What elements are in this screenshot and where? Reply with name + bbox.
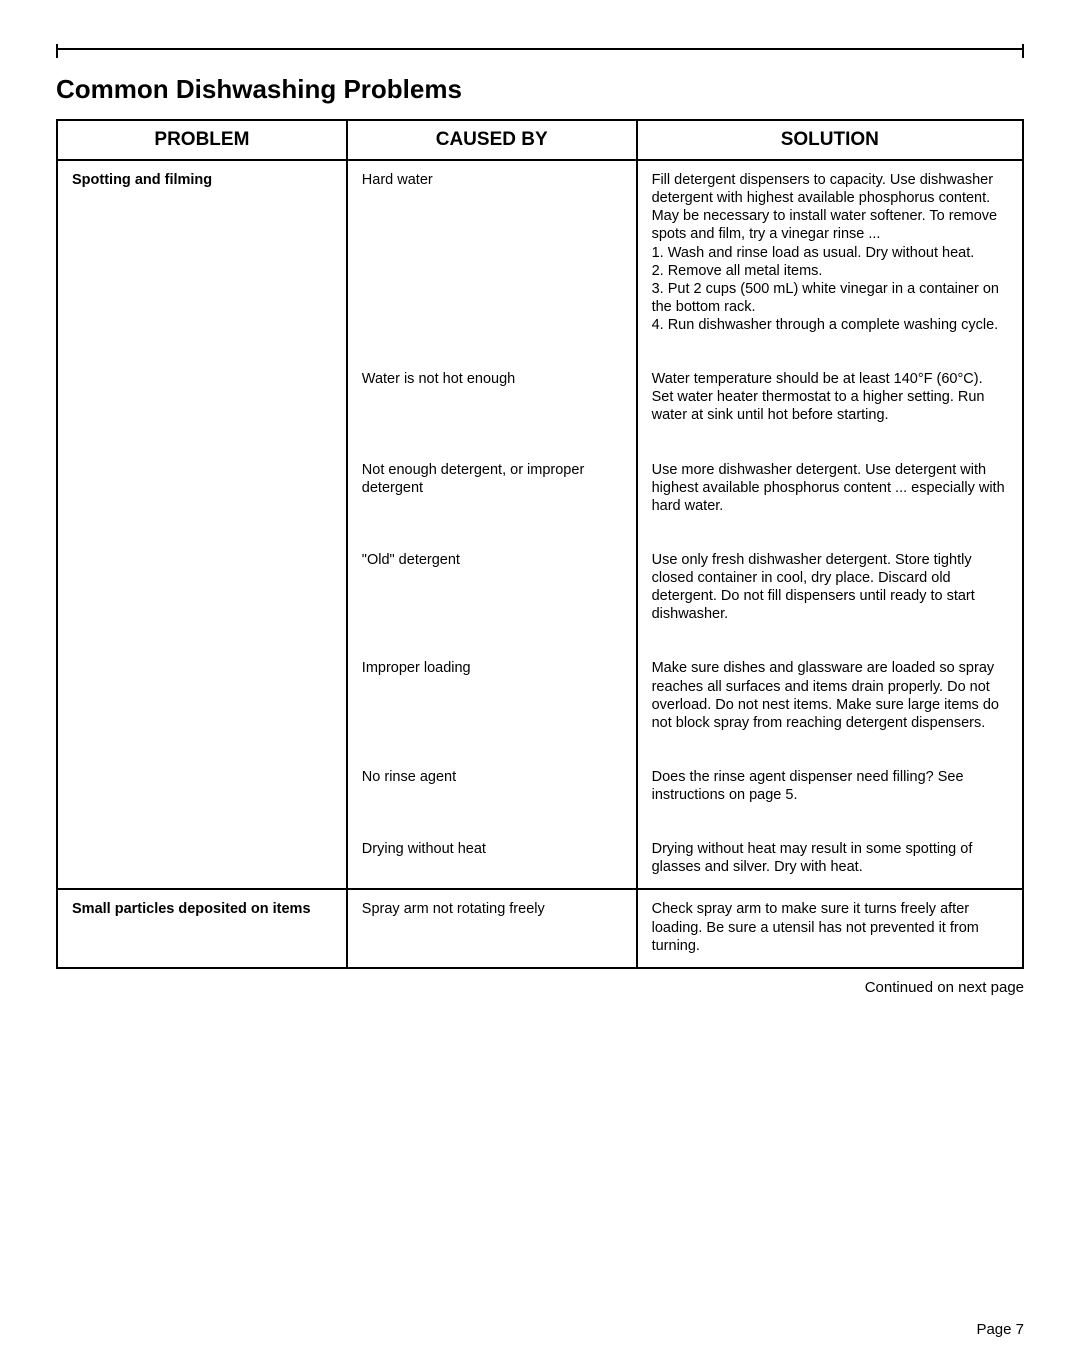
cell-problem: Small particles deposited on items [57,889,347,967]
table-row: Water is not hot enough Water temperatur… [57,360,1023,436]
col-problem: PROBLEM [57,120,347,160]
cell-solution: Does the rinse agent dispenser need fill… [637,758,1023,816]
cell-problem [57,541,347,636]
cell-cause: No rinse agent [347,758,637,816]
cell-problem [57,758,347,816]
cell-solution: Use more dishwasher detergent. Use deter… [637,451,1023,527]
cell-problem: Spotting and filming [57,160,347,346]
table-row: "Old" detergent Use only fresh dishwashe… [57,541,1023,636]
table-row: Drying without heat Drying without heat … [57,830,1023,889]
table-row: Improper loading Make sure dishes and gl… [57,649,1023,744]
cell-problem [57,360,347,436]
table-row: No rinse agent Does the rinse agent disp… [57,758,1023,816]
cell-cause: Spray arm not rotating freely [347,889,637,967]
cell-solution: Make sure dishes and glassware are loade… [637,649,1023,744]
page-title: Common Dishwashing Problems [56,74,1024,105]
cell-cause: Water is not hot enough [347,360,637,436]
cell-cause: "Old" detergent [347,541,637,636]
cell-cause: Improper loading [347,649,637,744]
cell-problem [57,649,347,744]
cell-solution: Check spray arm to make sure it turns fr… [637,889,1023,967]
table-row: Not enough detergent, or improper deterg… [57,451,1023,527]
cell-solution: Drying without heat may result in some s… [637,830,1023,889]
table-row: Spotting and filming Hard water Fill det… [57,160,1023,346]
cell-cause: Drying without heat [347,830,637,889]
table-row: Small particles deposited on items Spray… [57,889,1023,967]
cell-cause: Hard water [347,160,637,346]
continued-label: Continued on next page [56,979,1024,996]
cell-solution: Use only fresh dishwasher detergent. Sto… [637,541,1023,636]
page-number: Page 7 [976,1321,1024,1338]
table-body: Spotting and filming Hard water Fill det… [57,160,1023,968]
cell-problem [57,451,347,527]
col-cause: CAUSED BY [347,120,637,160]
cell-solution: Water temperature should be at least 140… [637,360,1023,436]
cell-problem [57,830,347,889]
col-solution: SOLUTION [637,120,1023,160]
problems-table: PROBLEM CAUSED BY SOLUTION Spotting and … [56,119,1024,969]
cell-cause: Not enough detergent, or improper deterg… [347,451,637,527]
top-rule [56,48,1024,50]
cell-solution: Fill detergent dispensers to capacity. U… [637,160,1023,346]
